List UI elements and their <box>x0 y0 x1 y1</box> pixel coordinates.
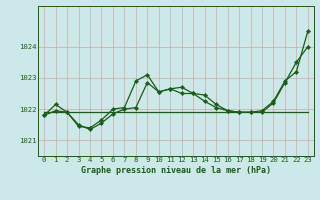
X-axis label: Graphe pression niveau de la mer (hPa): Graphe pression niveau de la mer (hPa) <box>81 166 271 175</box>
